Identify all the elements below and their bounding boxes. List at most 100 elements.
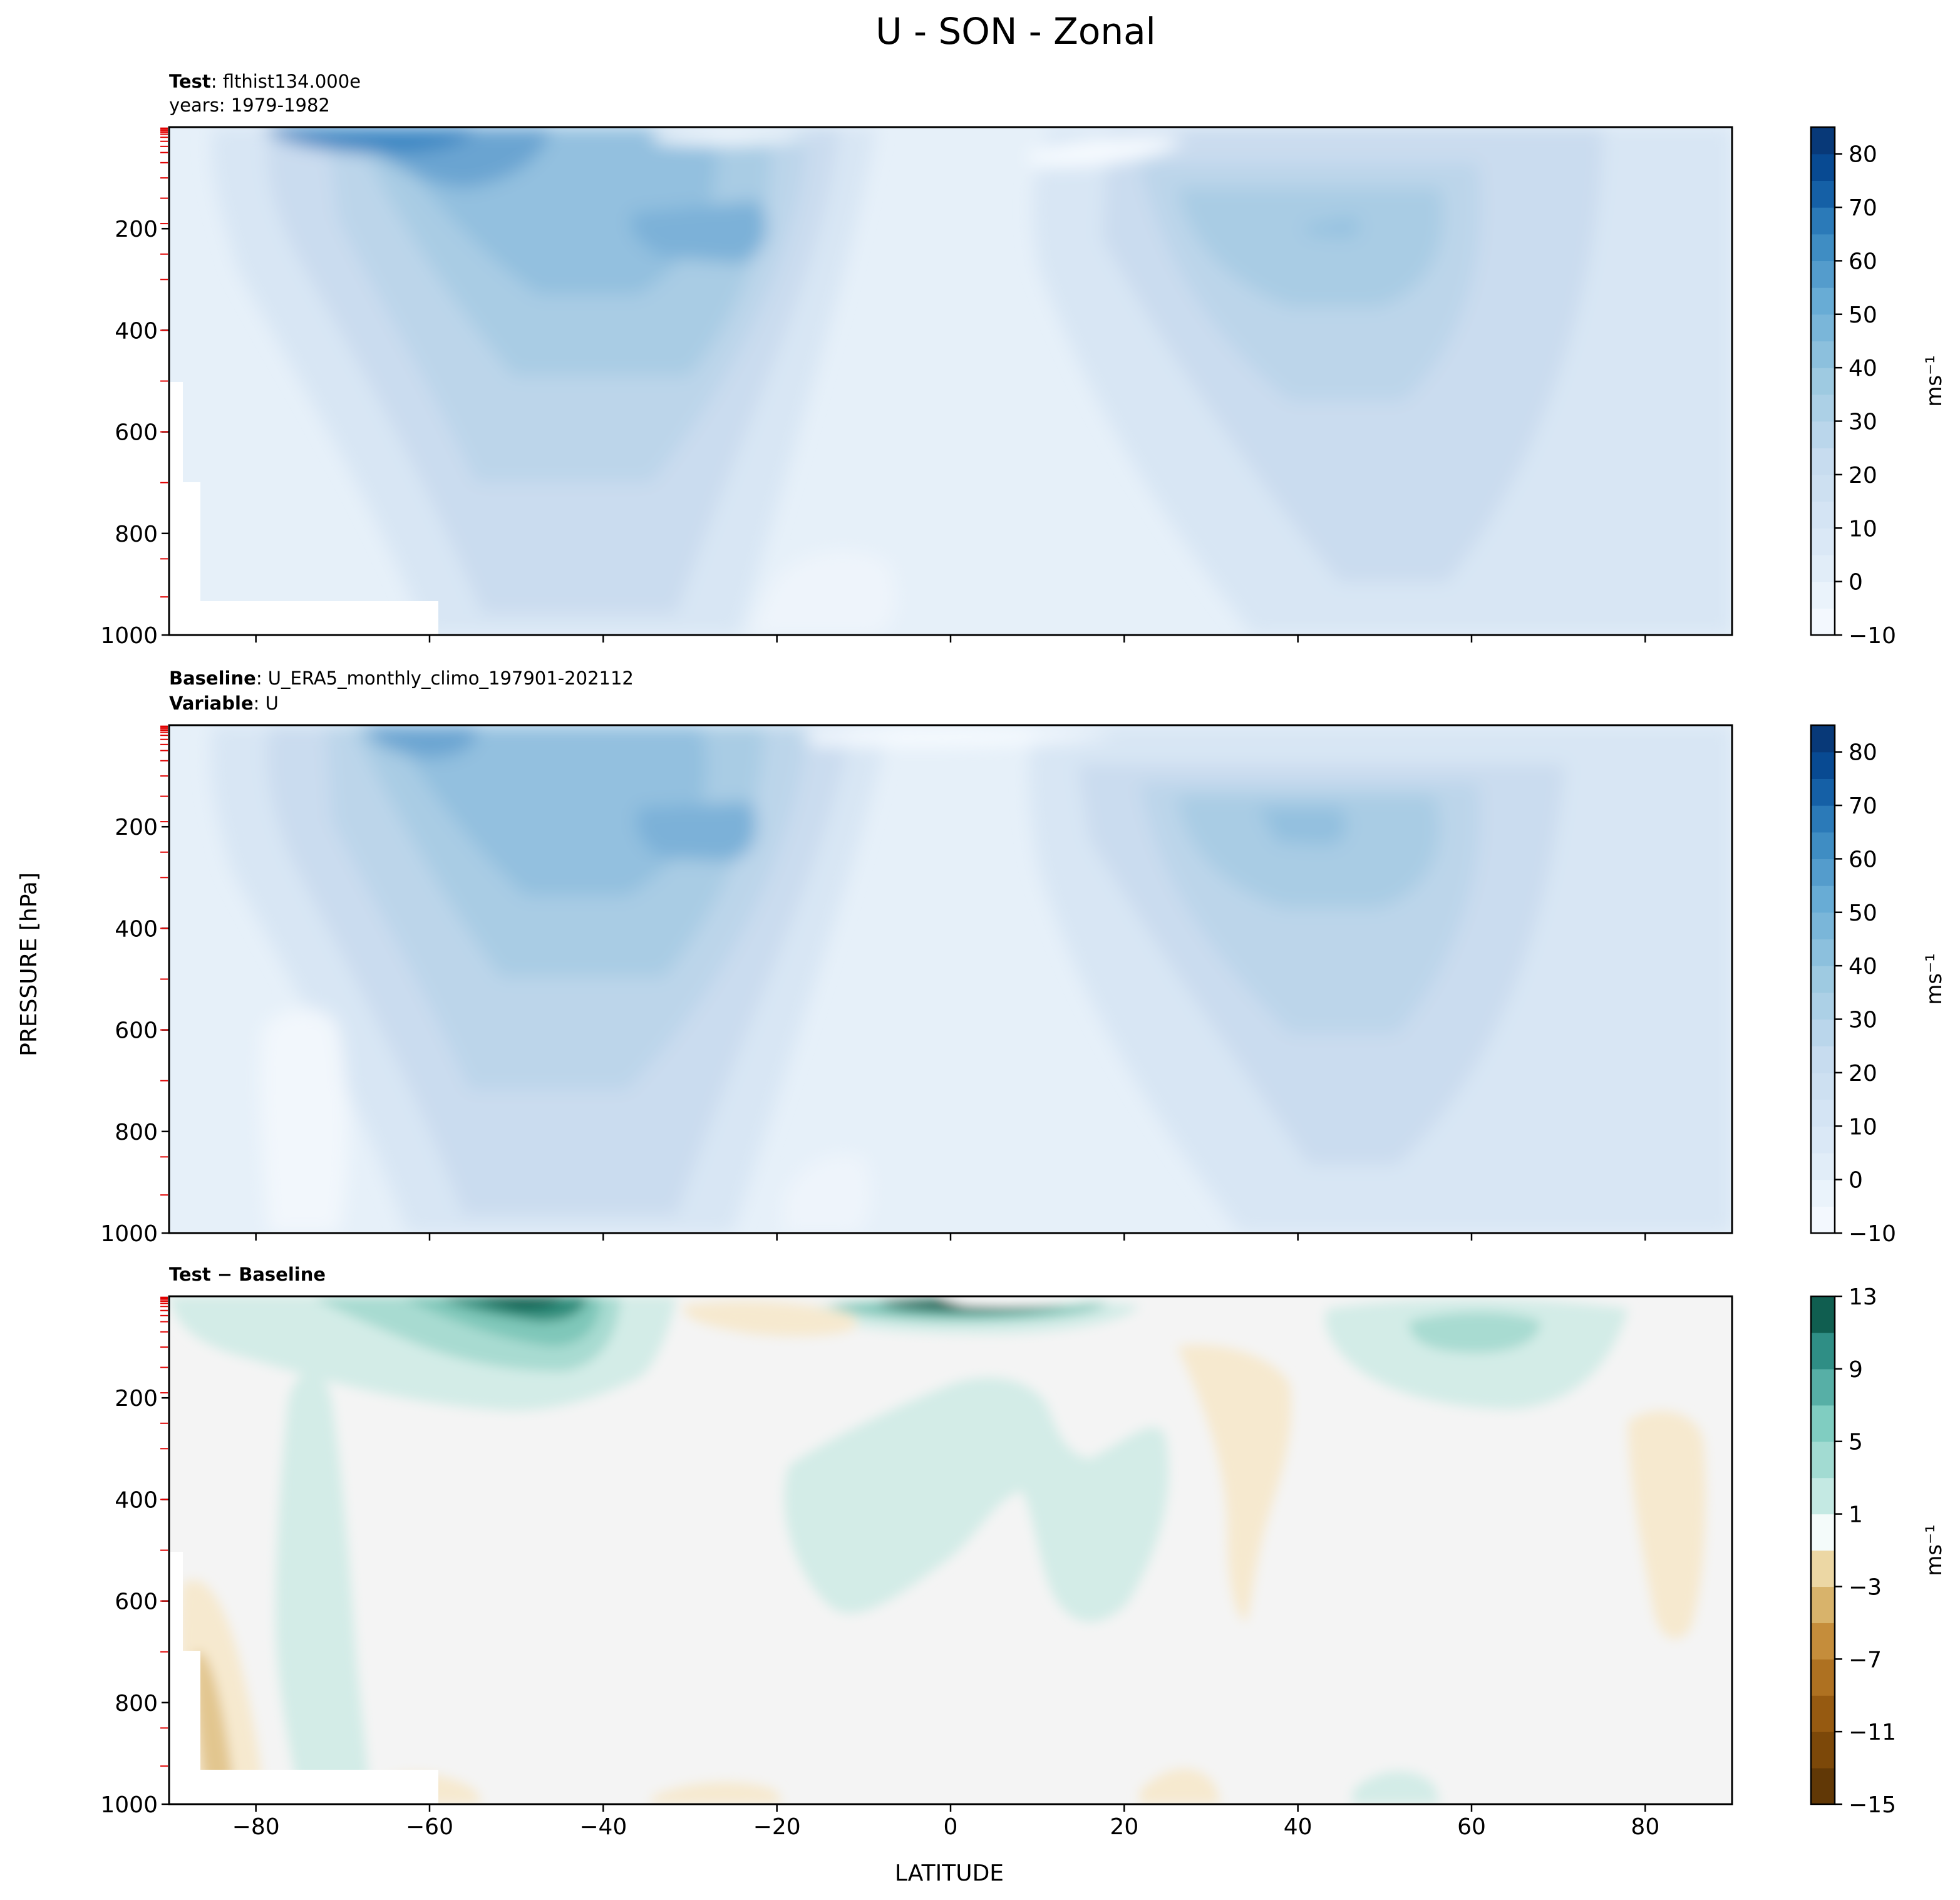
colorbar-band bbox=[1811, 1514, 1835, 1551]
colorbar-units-label: ms⁻¹ bbox=[1922, 953, 1947, 1004]
colorbar-tick-label: −15 bbox=[1849, 1792, 1896, 1818]
colorbar-band bbox=[1811, 1695, 1835, 1732]
colorbar-frame bbox=[1810, 126, 1836, 636]
colorbar-band bbox=[1811, 778, 1835, 806]
y-tick-label: 200 bbox=[115, 815, 158, 840]
y-tick-label: 800 bbox=[115, 1691, 158, 1717]
contour-level-5 bbox=[751, 550, 896, 635]
colorbar-tick-label: 50 bbox=[1849, 901, 1877, 926]
colorbar-band bbox=[1811, 581, 1835, 609]
x-tick-label: 0 bbox=[944, 1814, 958, 1840]
colorbar-band bbox=[1811, 1126, 1835, 1154]
colorbar-tick-label: 80 bbox=[1849, 142, 1877, 168]
colorbar-tick-label: 13 bbox=[1849, 1284, 1877, 1310]
contour-pos-nh-3 bbox=[1409, 1312, 1540, 1353]
contour-level-25-nh bbox=[1177, 188, 1443, 307]
y-tick-label: 600 bbox=[115, 1589, 158, 1615]
y-axis-label: PRESSURE [hPa] bbox=[16, 872, 42, 1056]
colorbar-band bbox=[1811, 1072, 1835, 1100]
contour-level-35 bbox=[636, 802, 756, 861]
colorbar-tick-label: −3 bbox=[1849, 1574, 1882, 1600]
x-tick-label: −80 bbox=[232, 1814, 280, 1840]
colorbar-tick-label: 10 bbox=[1849, 1114, 1877, 1140]
colorbar-band bbox=[1811, 314, 1835, 342]
panel-difference-label: Test − Baseline bbox=[169, 1264, 326, 1285]
panel-difference: Test − Baseline bbox=[100, 1264, 1947, 1840]
panel-test-contours bbox=[169, 127, 1732, 635]
colorbar-band bbox=[1811, 1623, 1835, 1660]
colorbar-band bbox=[1811, 805, 1835, 833]
colorbar-band bbox=[1811, 1046, 1835, 1073]
colorbar-tick-label: 20 bbox=[1849, 1061, 1877, 1087]
colorbar-band bbox=[1811, 859, 1835, 886]
panel-baseline-label-bold: Baseline bbox=[169, 668, 256, 689]
colorbar-frame bbox=[1810, 724, 1836, 1234]
y-tick-label: 800 bbox=[115, 522, 158, 547]
x-axis-label: LATITUDE bbox=[895, 1861, 1004, 1886]
contour-level-25-nh bbox=[1177, 795, 1440, 908]
panel-test-label-bold: Test bbox=[169, 71, 211, 92]
colorbar-tick-label: 40 bbox=[1849, 954, 1877, 979]
contour-neg-1-3-sfc-c bbox=[1140, 1768, 1221, 1804]
contour-neg-1-3-sfc-b bbox=[651, 1782, 783, 1804]
contour-level-0-top-nh bbox=[1027, 136, 1184, 167]
contour-level-5-sh-low bbox=[260, 1008, 348, 1233]
panel-test-colorbar: 80 70 60 50 40 30 20 10 0 −10 ms⁻¹ bbox=[1810, 126, 1947, 649]
panel-test-axes: 200 400 600 800 1000 bbox=[100, 127, 1646, 649]
colorbar-band bbox=[1811, 1732, 1835, 1768]
x-tick-label: −60 bbox=[406, 1814, 453, 1840]
figure-title: U - SON - Zonal bbox=[875, 10, 1156, 53]
colorbar-tick-label: 50 bbox=[1849, 302, 1877, 328]
panel-baseline-contours bbox=[169, 725, 1732, 1233]
colorbar-band bbox=[1811, 1586, 1835, 1623]
colorbar-units-label: ms⁻¹ bbox=[1922, 1524, 1947, 1576]
x-tick-label: −40 bbox=[579, 1814, 627, 1840]
colorbar-tick-label: 60 bbox=[1849, 249, 1877, 274]
colorbar-band bbox=[1811, 1179, 1835, 1207]
colorbar-band bbox=[1811, 1019, 1835, 1046]
colorbar-band bbox=[1811, 421, 1835, 448]
colorbar-band bbox=[1811, 1405, 1835, 1442]
colorbar-band bbox=[1811, 127, 1835, 155]
colorbar-tick-label: −10 bbox=[1849, 1221, 1896, 1247]
contour-zero-top bbox=[939, 1296, 1102, 1306]
colorbar-band bbox=[1811, 341, 1835, 368]
contour-neg-3-5-sh-low bbox=[194, 1651, 233, 1804]
panel-difference-axes: −80 −60 −40 −20 0 20 40 60 80 200 400 600 800 1000 bbox=[100, 1296, 1659, 1840]
colorbar-band bbox=[1811, 1296, 1835, 1333]
panel-baseline-axes: 200 400 600 800 1000 bbox=[100, 725, 1646, 1247]
contour-neg-1-3-polar bbox=[1628, 1411, 1706, 1639]
colorbar-tick-label: 60 bbox=[1849, 847, 1877, 872]
panel-test-label-line2: years: 1979-1982 bbox=[169, 95, 330, 116]
panel-baseline-label-line2: Variable: U bbox=[169, 693, 279, 714]
colorbar-band bbox=[1811, 1332, 1835, 1370]
colorbar-band bbox=[1811, 448, 1835, 475]
colorbar-band bbox=[1811, 1550, 1835, 1588]
colorbar-tick-label: 70 bbox=[1849, 793, 1877, 819]
colorbar-band bbox=[1811, 1441, 1835, 1479]
colorbar-band bbox=[1811, 234, 1835, 262]
colorbar-units-label: ms⁻¹ bbox=[1922, 355, 1947, 406]
colorbar-band bbox=[1811, 751, 1835, 779]
contour-pos-1-3-sfc bbox=[1353, 1771, 1440, 1804]
colorbar-band bbox=[1811, 207, 1835, 235]
contour-pos-tropics-mid bbox=[784, 1378, 1169, 1622]
y-tick-label: 400 bbox=[115, 318, 158, 344]
panel-baseline-variable-bold: Variable bbox=[169, 693, 254, 714]
panel-test-label-line1: Test: flthist134.000e bbox=[169, 71, 361, 92]
colorbar-tick-label: 0 bbox=[1849, 570, 1863, 596]
y-tick-label: 800 bbox=[115, 1120, 158, 1145]
panel-test-label-text: : flthist134.000e bbox=[211, 71, 361, 92]
colorbar-tick-label: 1 bbox=[1849, 1502, 1863, 1528]
y-tick-label: 1000 bbox=[100, 623, 158, 649]
y-tick-label: 1000 bbox=[100, 1221, 158, 1247]
panel-baseline: Baseline: U_ERA5_monthly_climo_197901-20… bbox=[100, 668, 1947, 1247]
colorbar-band bbox=[1811, 180, 1835, 208]
x-tick-label: −20 bbox=[753, 1814, 801, 1840]
y-tick-label: 200 bbox=[115, 1386, 158, 1412]
colorbar-band bbox=[1811, 1152, 1835, 1180]
contour-pos-11-13 bbox=[476, 1296, 564, 1309]
colorbar-band bbox=[1811, 1368, 1835, 1406]
y-tick-label: 400 bbox=[115, 916, 158, 942]
colorbar-tick-label: 20 bbox=[1849, 463, 1877, 488]
